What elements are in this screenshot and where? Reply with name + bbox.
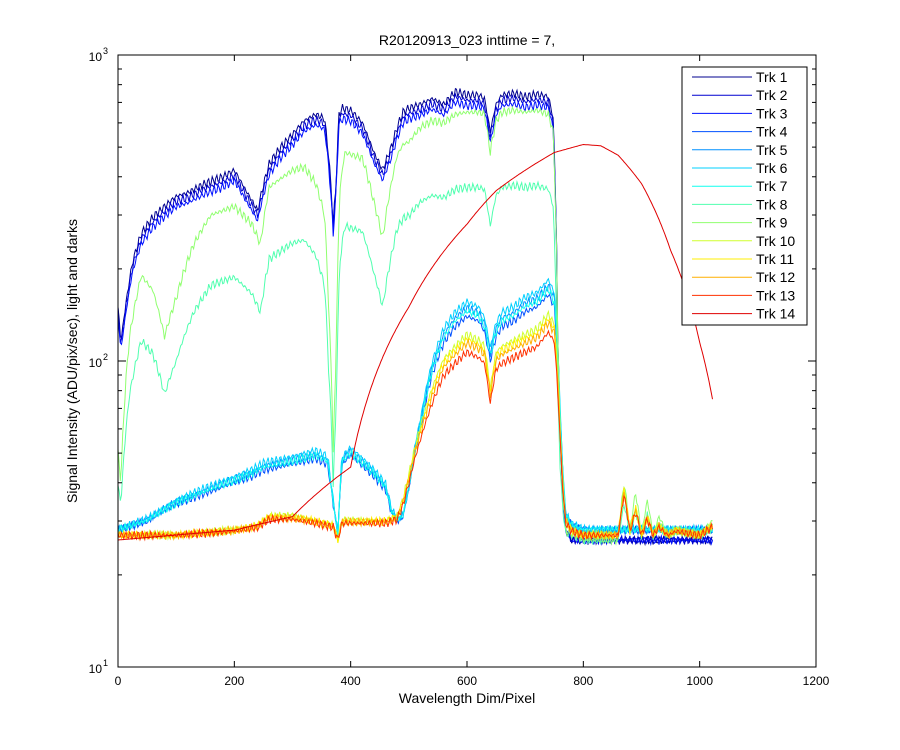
- x-tick-label: 1200: [803, 674, 830, 688]
- legend-label: Trk 14: [756, 306, 795, 322]
- y-tick-exponent: 3: [103, 46, 108, 56]
- legend-label: Trk 1: [756, 69, 788, 85]
- legend-label: Trk 13: [756, 287, 795, 303]
- x-tick-label: 400: [341, 674, 361, 688]
- x-tick-label: 800: [573, 674, 593, 688]
- x-tick-label: 200: [224, 674, 244, 688]
- legend-label: Trk 4: [756, 124, 788, 140]
- series-line-3: [117, 97, 713, 547]
- x-tick-label: 0: [115, 674, 122, 688]
- series-line-14: [117, 143, 713, 541]
- legend-label: Trk 2: [756, 87, 788, 103]
- y-tick-label: 10 2: [89, 352, 108, 370]
- y-tick-base: 10: [89, 662, 103, 676]
- y-tick-exponent: 2: [103, 352, 108, 362]
- legend-label: Trk 8: [756, 196, 788, 212]
- series-line-12: [117, 320, 713, 541]
- y-tick-base: 10: [89, 50, 103, 64]
- x-tick-label: 1000: [686, 674, 713, 688]
- legend-label: Trk 12: [756, 269, 795, 285]
- x-axis-label: Wavelength Dim/Pixel: [399, 690, 535, 706]
- y-tick-base: 10: [89, 356, 103, 370]
- legend-label: Trk 9: [756, 215, 788, 231]
- y-axis-label: Signal Intensity (ADU/pix/sec), light an…: [64, 219, 80, 503]
- legend-label: Trk 10: [756, 233, 795, 249]
- plot-series-group: [117, 87, 713, 547]
- legend-label: Trk 11: [756, 251, 794, 267]
- legend-label: Trk 3: [756, 105, 788, 121]
- legend-label: Trk 7: [756, 178, 788, 194]
- legend-label: Trk 5: [756, 142, 788, 158]
- chart-title: R20120913_023 inttime = 7,: [379, 32, 555, 48]
- y-tick-label: 10 3: [89, 46, 108, 64]
- x-tick-label: 600: [457, 674, 477, 688]
- y-tick-label: 10 1: [89, 658, 108, 676]
- legend-box: [681, 66, 808, 326]
- legend: Trk 1 Trk 2 Trk 3 Trk 4 Trk 5 Trk 6 Trk 7 Trk 8…: [681, 66, 808, 326]
- series-line-8: [117, 180, 713, 546]
- legend-label: Trk 6: [756, 160, 788, 176]
- y-tick-exponent: 1: [103, 658, 108, 668]
- series-line-13: [117, 329, 713, 542]
